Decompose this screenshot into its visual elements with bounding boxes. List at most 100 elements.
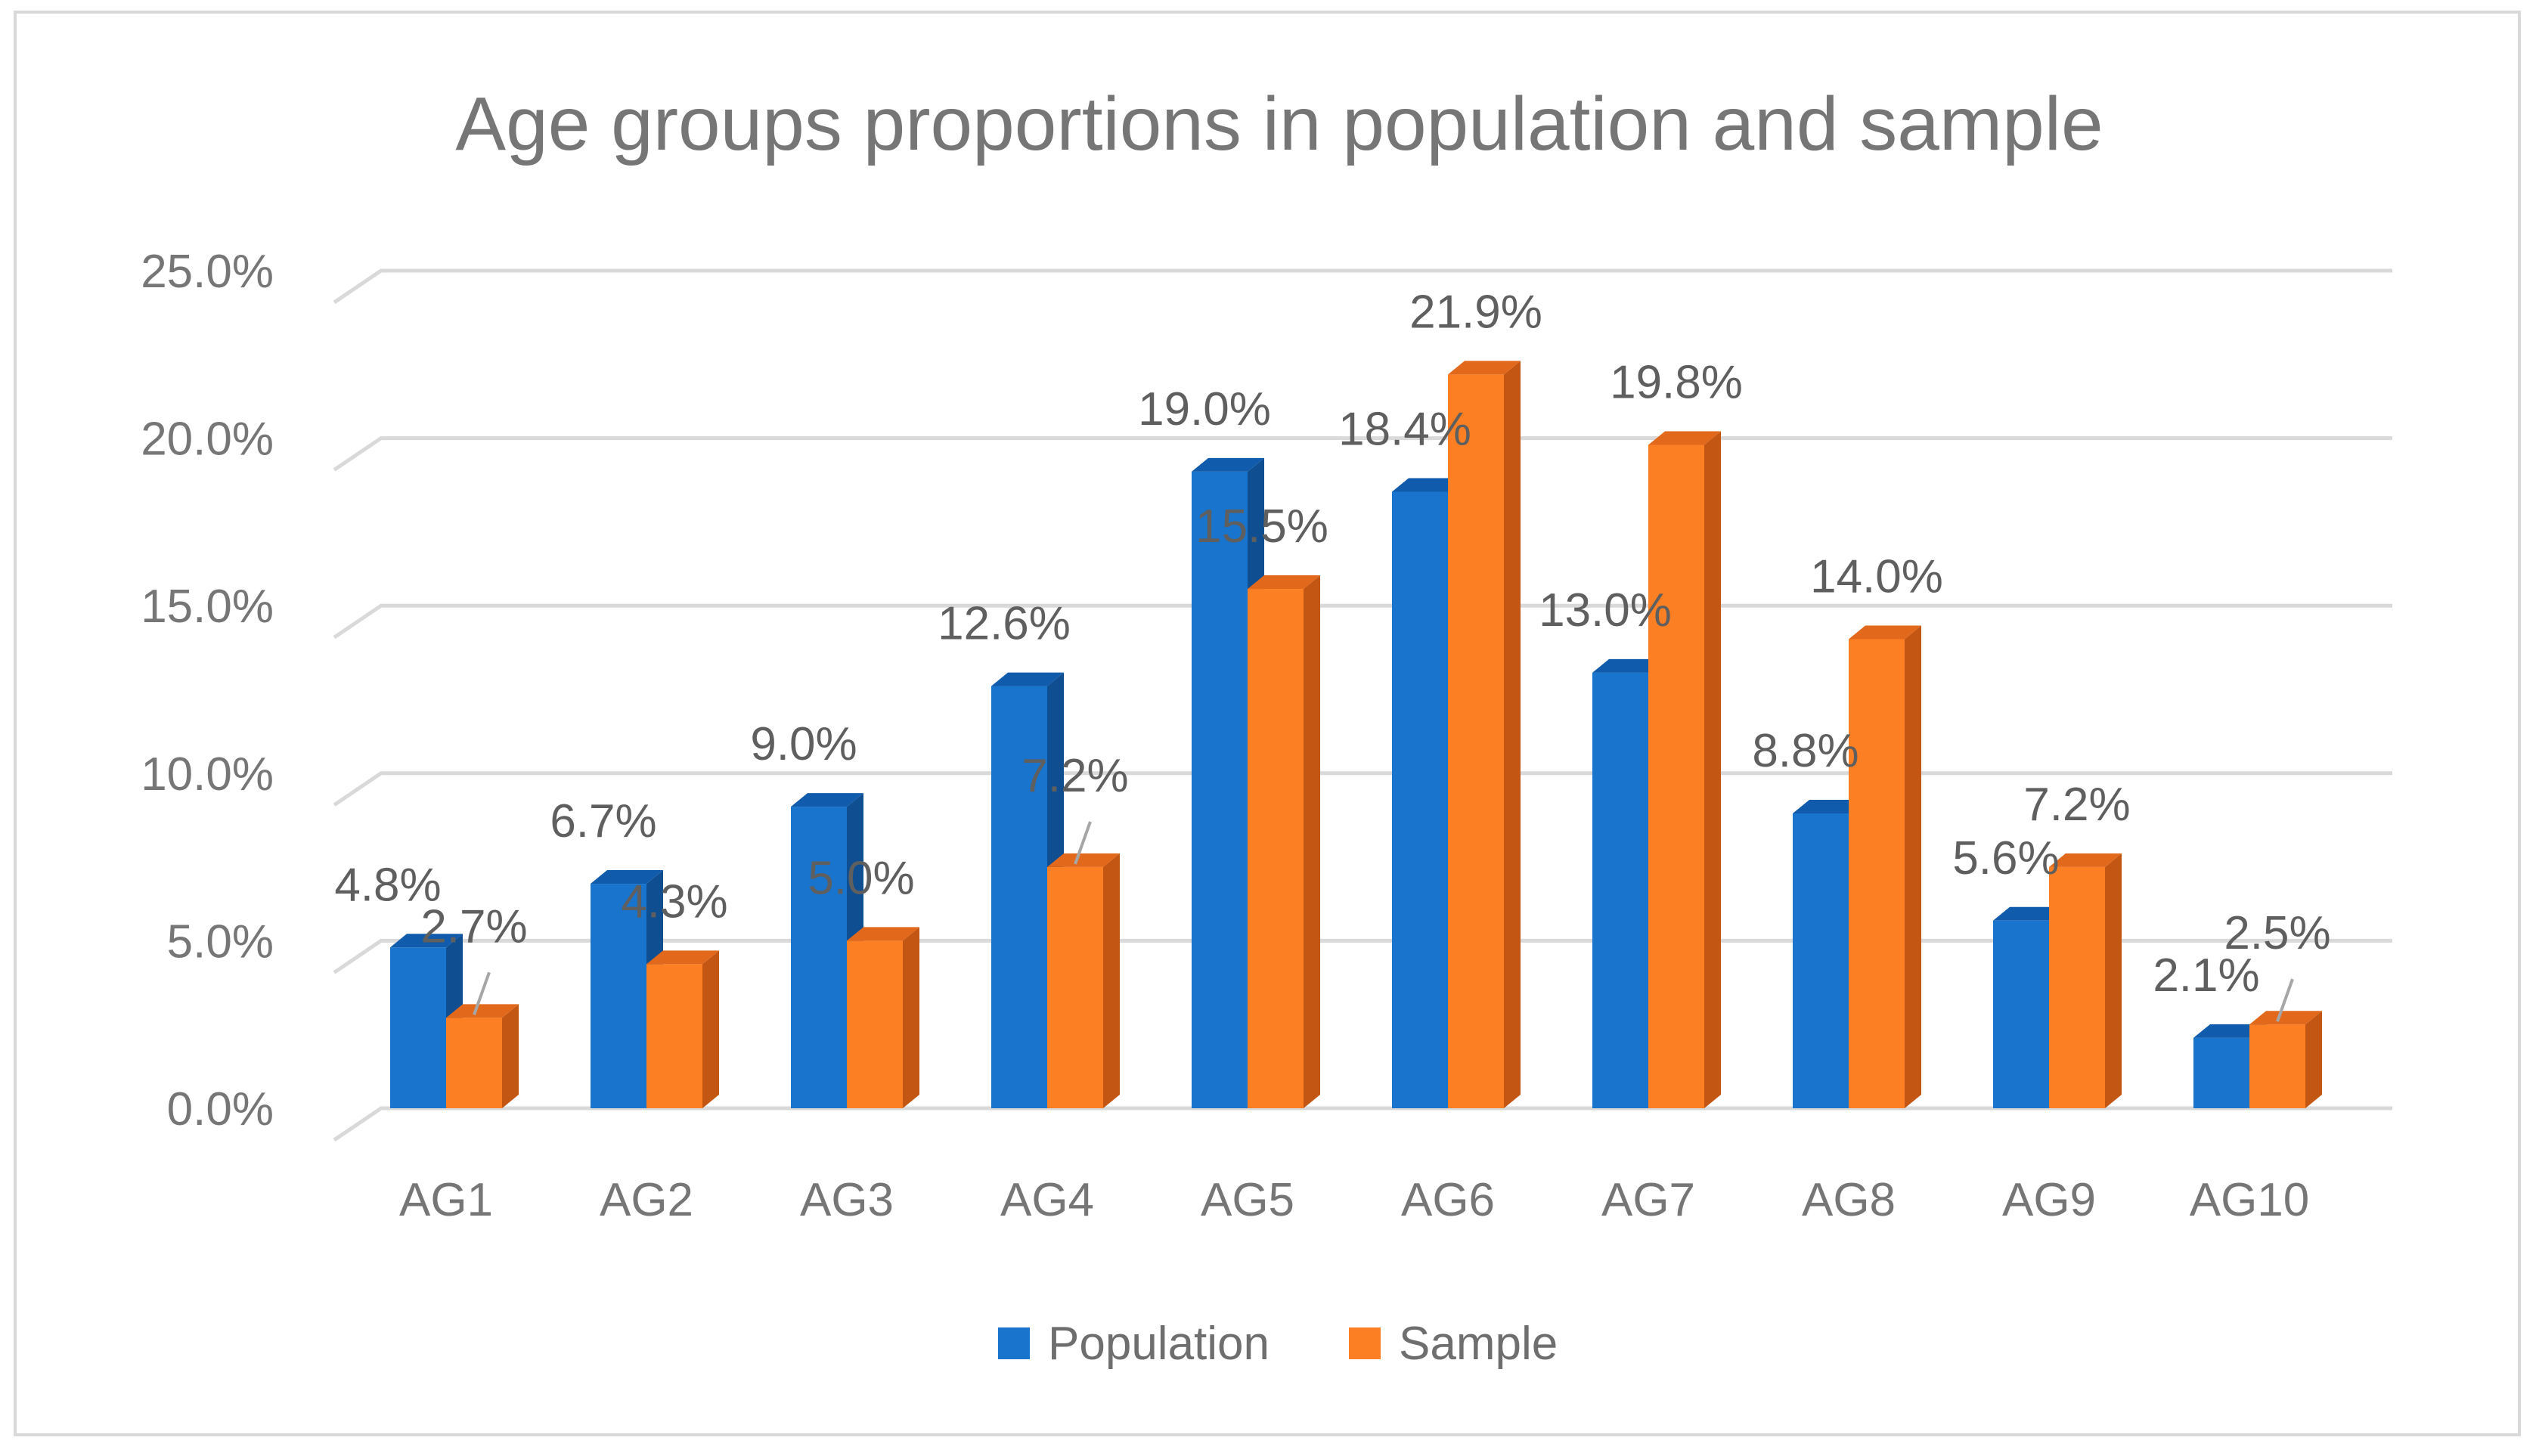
bar-population-ag9 [1993,920,2049,1108]
data-label: 4.3% [621,875,727,928]
legend-swatch-sample [1349,1327,1381,1359]
gridline [333,603,2392,640]
bar-top [847,927,919,941]
bar-sample-ag6 [1448,374,1504,1109]
bar-top [1849,625,1921,640]
x-tick-label: AG4 [1000,1174,1094,1226]
bar-population-ag7 [1592,672,1648,1108]
bar-side [502,1004,519,1108]
y-axis-ticks: 0.0% 5.0% 10.0% 15.0% 20.0% 25.0% [141,246,274,1135]
bar-top [1648,431,1721,445]
x-tick-label: AG1 [399,1174,493,1226]
x-tick-label: AG7 [1601,1174,1695,1226]
bar-side [903,927,919,1108]
gridlines [333,268,2392,1142]
bar-sample-ag1 [446,1018,502,1108]
legend-label-population: Population [1048,1318,1270,1370]
chart-frame: Age groups proportions in population and… [14,11,2521,1436]
bar-top [991,672,1064,686]
bars [390,361,2322,1109]
legend-label-sample: Sample [1399,1318,1558,1370]
data-label: 19.0% [1138,383,1271,435]
data-label: 5.6% [1952,832,2059,884]
bar-population-ag2 [591,884,646,1108]
bar-top [1248,575,1320,590]
bar-top [1047,853,1120,867]
gridline [333,1106,2392,1142]
y-tick-label: 10.0% [141,748,274,801]
bar-sample-ag4 [1047,866,1103,1108]
gridline [333,771,2392,807]
data-label: 6.7% [550,795,656,847]
data-label: 19.8% [1610,356,1743,408]
bar-side [702,950,719,1108]
bar-sample-ag5 [1248,589,1304,1108]
bar-top [1392,478,1465,492]
y-tick-label: 15.0% [141,581,274,633]
bar-side [2105,853,2122,1108]
bar-top [2249,1011,2322,1025]
data-label: 21.9% [1409,286,1542,338]
data-label: 7.2% [1021,750,1128,802]
bar-sample-ag8 [1849,639,1905,1108]
bar-sample-ag3 [847,940,903,1108]
bar-top [1448,361,1521,375]
y-tick-label: 25.0% [141,246,274,298]
data-label: 12.6% [938,598,1071,650]
y-tick-label: 0.0% [167,1083,274,1135]
data-label: 14.0% [1810,551,1943,603]
bar-side [1905,625,1921,1108]
bar-top [1793,799,1865,813]
bar-side [1103,853,1120,1108]
bar-top [591,870,663,884]
leader-line [1074,821,1092,865]
x-tick-label: AG3 [800,1174,894,1226]
y-tick-label: 20.0% [141,414,274,466]
bar-side [1504,361,1521,1109]
data-label: 15.5% [1195,500,1328,553]
bar-top [646,950,719,965]
data-label: 2.5% [2224,907,2330,959]
data-label: 8.8% [1752,725,1859,777]
data-label: 9.0% [750,718,857,770]
bar-population-ag10 [2193,1037,2249,1108]
bar-top [1592,658,1665,673]
data-label: 2.7% [420,900,527,953]
bar-chart: Age groups proportions in population and… [141,82,2392,1370]
y-tick-label: 5.0% [167,915,274,968]
gridline [333,268,2392,305]
bar-population-ag5 [1192,471,1248,1108]
bar-side [2305,1011,2322,1108]
data-label: 5.0% [808,852,914,904]
data-label: 13.0% [1539,584,1672,637]
bar-top [791,793,863,807]
x-tick-label: AG6 [1401,1174,1495,1226]
data-label: 4.8% [334,859,441,911]
data-labels: 4.8%2.7% 6.7% 4.3% 9.0% 5.0% 12.6% 7.2% 19.0% 15… [334,286,2331,1022]
x-tick-label: AG10 [2190,1174,2310,1226]
bar-top [1993,906,2066,921]
x-tick-label: AG5 [1201,1174,1294,1226]
bar-population-ag1 [390,947,446,1108]
bar-population-ag8 [1793,813,1849,1108]
x-tick-label: AG2 [600,1174,693,1226]
legend: Population Sample [998,1318,1558,1370]
x-tick-label: AG9 [2002,1174,2096,1226]
bar-sample-ag10 [2249,1024,2305,1108]
bar-population-ag3 [791,807,847,1108]
gridline [333,436,2392,472]
bar-side [1704,431,1721,1108]
bar-sample-ag2 [646,964,702,1108]
bar-sample-ag9 [2049,866,2105,1108]
data-label: 2.1% [2153,949,2259,1002]
bar-sample-ag7 [1648,445,1704,1108]
x-axis-ticks: AG1 AG2 AG3 AG4 AG5 AG6 AG7 AG8 AG9 AG10 [399,1174,2309,1226]
x-tick-label: AG8 [1802,1174,1896,1226]
bar-top [390,934,463,948]
bar-side [1304,575,1320,1108]
bar-top [2193,1024,2266,1038]
bar-top [1192,457,1264,472]
bar-population-ag6 [1392,491,1448,1108]
chart-title: Age groups proportions in population and… [455,82,2103,166]
legend-swatch-population [998,1327,1030,1359]
